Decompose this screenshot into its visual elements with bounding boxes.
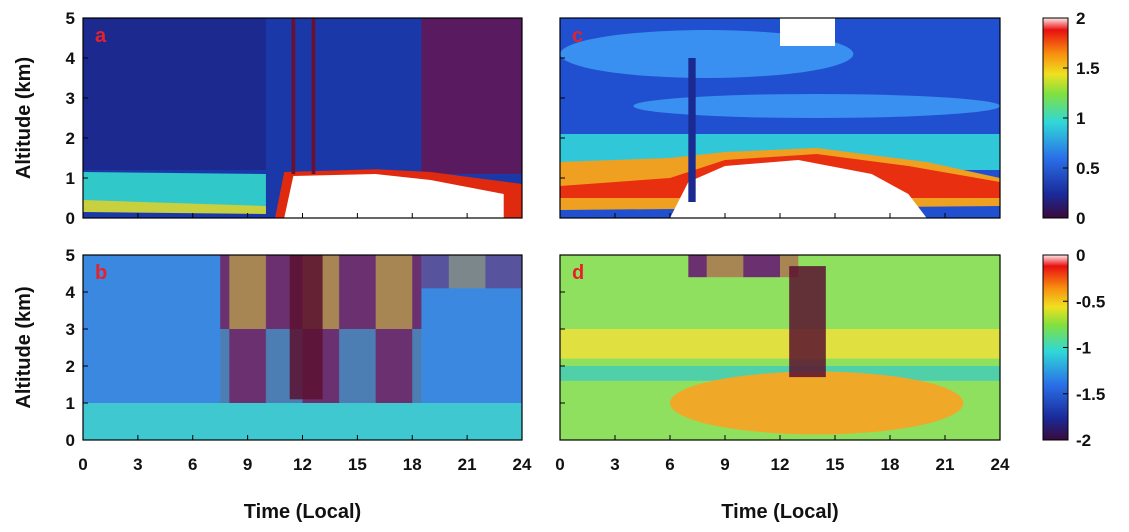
colorbar-tick-label: 2 [1076, 9, 1085, 28]
x-axis-label: Time (Local) [721, 501, 838, 523]
x-tick-label: 15 [826, 455, 845, 474]
x-tick-label: 6 [188, 455, 197, 474]
heatmap-b-image [83, 255, 522, 440]
colorbar-tick-label: 1 [1076, 109, 1085, 128]
panel-label: d [572, 262, 584, 284]
y-tick-label: 2 [66, 129, 75, 148]
y-tick-label: 0 [66, 209, 75, 228]
colorbar-tick-label: 0 [1076, 246, 1085, 265]
y-tick-label: 1 [66, 394, 75, 413]
y-tick-label: 1 [66, 169, 75, 188]
x-axis-label: Time (Local) [244, 501, 361, 523]
y-tick-label: 4 [66, 283, 76, 302]
x-tick-label: 9 [720, 455, 729, 474]
y-tick-label: 5 [66, 9, 75, 28]
x-tick-label: 9 [243, 455, 252, 474]
colorbar-tick-label: 0 [1076, 209, 1085, 228]
x-tick-label: 12 [293, 455, 312, 474]
x-tick-label: 18 [881, 455, 900, 474]
x-tick-label: 12 [771, 455, 790, 474]
x-tick-label: 21 [936, 455, 955, 474]
y-tick-label: 5 [66, 246, 75, 265]
panel-label: c [572, 25, 583, 47]
heatmap-d-image [560, 255, 1000, 440]
colorbar-tick-label: 0.5 [1076, 159, 1100, 178]
y-tick-label: 3 [66, 320, 75, 339]
y-axis-label: Altitude (km) [13, 286, 35, 408]
panel-label: b [95, 262, 107, 284]
colorbar-tick-label: -1 [1076, 339, 1091, 358]
heatmap-a-image [83, 18, 522, 218]
y-axis-label: Altitude (km) [13, 57, 35, 179]
panel-label: a [95, 25, 107, 47]
x-tick-label: 0 [555, 455, 564, 474]
y-tick-label: 0 [66, 431, 75, 450]
x-tick-label: 6 [665, 455, 674, 474]
x-tick-label: 24 [991, 455, 1010, 474]
colorbar-tick-label: 1.5 [1076, 59, 1100, 78]
x-tick-label: 0 [78, 455, 87, 474]
heatmap-c-image [560, 18, 1000, 218]
x-tick-label: 24 [513, 455, 532, 474]
x-tick-label: 3 [133, 455, 142, 474]
x-tick-label: 3 [610, 455, 619, 474]
y-tick-label: 2 [66, 357, 75, 376]
x-tick-label: 21 [458, 455, 477, 474]
colorbar-tick-label: -1.5 [1076, 385, 1105, 404]
colorbar-tick-label: -0.5 [1076, 292, 1105, 311]
x-tick-label: 15 [348, 455, 367, 474]
y-tick-label: 4 [66, 49, 76, 68]
y-tick-label: 3 [66, 89, 75, 108]
x-tick-label: 18 [403, 455, 422, 474]
colorbar-tick-label: -2 [1076, 431, 1091, 450]
